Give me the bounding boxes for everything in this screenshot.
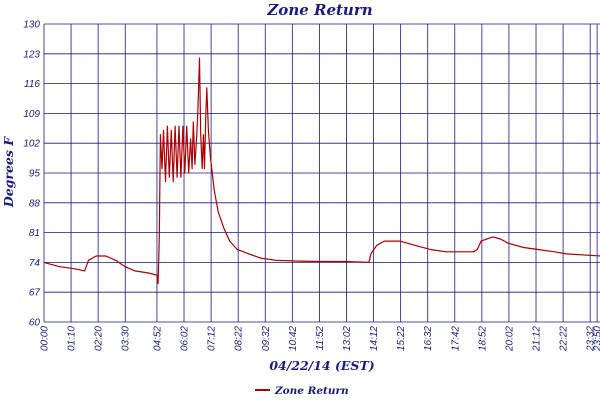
x-tick-label: 06:02 xyxy=(180,326,191,351)
x-tick-label: 16:32 xyxy=(423,326,434,351)
series-line-0 xyxy=(43,57,600,285)
chart-title: Zone Return xyxy=(266,1,372,19)
x-tick-label: 01:10 xyxy=(67,326,78,351)
legend: Zone Return xyxy=(255,385,349,397)
y-tick-label: 130 xyxy=(23,20,40,31)
y-tick-label: 81 xyxy=(29,228,40,239)
x-tick-labels: 00:00 01:10 02:20 03:30 04:52 06:02 07:12 08:22… xyxy=(40,326,600,352)
chart-grid xyxy=(43,23,600,323)
x-tick-label: 02:20 xyxy=(94,326,105,351)
x-axis-label: 04/22/14 (EST) xyxy=(269,358,374,373)
y-tick-label: 74 xyxy=(29,258,41,269)
x-tick-label: 10:42 xyxy=(288,326,299,351)
x-tick-label: 09:32 xyxy=(261,326,272,351)
y-axis-label: Degrees F xyxy=(1,136,16,208)
y-tick-label: 67 xyxy=(29,288,41,299)
y-tick-label: 123 xyxy=(23,49,40,60)
x-tick-label: 21:12 xyxy=(532,326,543,352)
y-tick-label: 95 xyxy=(29,169,41,180)
y-tick-label: 88 xyxy=(29,198,41,209)
x-tick-label: 22:22 xyxy=(559,326,570,352)
legend-label: Zone Return xyxy=(274,385,349,397)
x-tick-label: 04:52 xyxy=(152,326,163,351)
x-tick-label: 18:52 xyxy=(477,326,488,351)
y-tick-label: 116 xyxy=(24,79,40,90)
y-tick-label: 109 xyxy=(23,109,40,120)
x-tick-label: 08:22 xyxy=(234,326,245,351)
x-tick-label: 07:12 xyxy=(207,326,218,351)
x-tick-label: 23:32 xyxy=(586,326,597,352)
y-tick-label: 60 xyxy=(29,318,41,329)
y-tick-label: 102 xyxy=(23,139,40,150)
series-group xyxy=(43,57,600,285)
x-tick-label: 14:12 xyxy=(369,326,380,351)
x-tick-label: 03:30 xyxy=(121,326,132,351)
x-tick-label: 15:22 xyxy=(396,326,407,351)
x-tick-label: 13:02 xyxy=(342,326,353,351)
x-tick-label: 00:00 xyxy=(40,326,51,351)
x-tick-label: 23:50 xyxy=(593,326,600,352)
x-tick-label: 17:42 xyxy=(450,326,461,351)
y-tick-labels: 60 67 74 81 88 95 102 109 116 123 130 xyxy=(23,20,40,329)
x-tick-label: 20:02 xyxy=(504,326,515,352)
x-tick-label: 11:52 xyxy=(315,326,326,351)
